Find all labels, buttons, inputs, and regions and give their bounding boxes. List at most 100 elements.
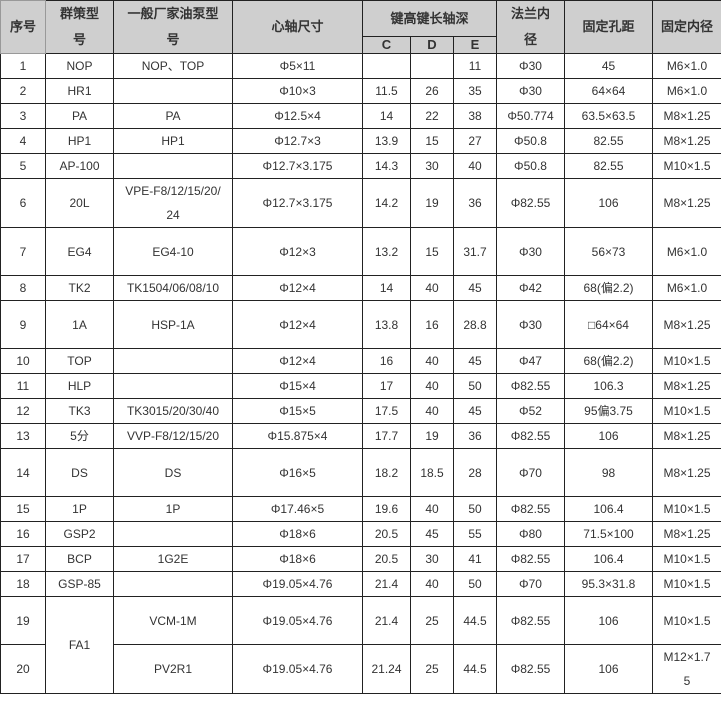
cell-flange: Φ82.55 bbox=[496, 496, 565, 522]
cell-c: 14 bbox=[362, 103, 411, 129]
table-row: 14 DS DS Φ16×5 18.2 18.5 28 Φ70 98 M8×1.25 bbox=[0, 448, 721, 497]
cell-e: 50 bbox=[453, 373, 497, 399]
cell-no: 6 bbox=[0, 178, 46, 228]
cell-d: 16 bbox=[410, 300, 454, 349]
cell-model: PA bbox=[45, 103, 114, 129]
cell-no: 10 bbox=[0, 348, 46, 374]
cell-flange: Φ50.774 bbox=[496, 103, 565, 129]
cell-c: 20.5 bbox=[362, 521, 411, 547]
cell-flange: Φ82.55 bbox=[496, 596, 565, 645]
cell-no: 16 bbox=[0, 521, 46, 547]
cell-shaft: Φ12×4 bbox=[232, 300, 363, 349]
cell-d bbox=[410, 53, 454, 79]
cell-thread: M10×1.5 bbox=[652, 153, 721, 179]
cell-pitch: 106 bbox=[564, 596, 653, 645]
cell-thread: M10×1.5 bbox=[652, 596, 721, 645]
cell-pitch: 106 bbox=[564, 644, 653, 694]
cell-c: 21.24 bbox=[362, 644, 411, 694]
cell-e: 11 bbox=[453, 53, 497, 79]
cell-thread: M10×1.5 bbox=[652, 398, 721, 424]
cell-generic: PV2R1 bbox=[113, 644, 233, 694]
cell-generic: 1G2E bbox=[113, 546, 233, 572]
cell-c: 13.9 bbox=[362, 128, 411, 154]
cell-generic: 1P bbox=[113, 496, 233, 522]
cell-e: 38 bbox=[453, 103, 497, 129]
cell-no: 18 bbox=[0, 571, 46, 597]
cell-d: 15 bbox=[410, 128, 454, 154]
table-row: 10 TOP Φ12×4 16 40 45 Φ47 68(偏2.2) M10×1.5 bbox=[0, 348, 721, 374]
cell-shaft: Φ15.875×4 bbox=[232, 423, 363, 449]
cell-model: 20L bbox=[45, 178, 114, 228]
cell-generic: NOP、TOP bbox=[113, 53, 233, 79]
cell-no: 11 bbox=[0, 373, 46, 399]
cell-e: 41 bbox=[453, 546, 497, 572]
cell-c: 18.2 bbox=[362, 448, 411, 497]
cell-shaft: Φ5×11 bbox=[232, 53, 363, 79]
cell-no: 4 bbox=[0, 128, 46, 154]
cell-pitch: 106 bbox=[564, 178, 653, 228]
cell-pitch: 106.3 bbox=[564, 373, 653, 399]
cell-pitch: 63.5×63.5 bbox=[564, 103, 653, 129]
cell-d: 15 bbox=[410, 227, 454, 276]
cell-shaft: Φ12.5×4 bbox=[232, 103, 363, 129]
cell-pitch: 98 bbox=[564, 448, 653, 497]
cell-pitch: 68(偏2.2) bbox=[564, 348, 653, 374]
cell-thread: M8×1.25 bbox=[652, 448, 721, 497]
cell-no: 20 bbox=[0, 644, 46, 694]
cell-thread: M10×1.5 bbox=[652, 496, 721, 522]
cell-generic: PA bbox=[113, 103, 233, 129]
cell-flange: Φ52 bbox=[496, 398, 565, 424]
cell-shaft: Φ12.7×3 bbox=[232, 128, 363, 154]
cell-model: AP-100 bbox=[45, 153, 114, 179]
cell-thread: M10×1.5 bbox=[652, 571, 721, 597]
cell-d: 30 bbox=[410, 546, 454, 572]
cell-generic bbox=[113, 373, 233, 399]
cell-e: 45 bbox=[453, 398, 497, 424]
cell-d: 40 bbox=[410, 373, 454, 399]
cell-no: 12 bbox=[0, 398, 46, 424]
cell-c bbox=[362, 53, 411, 79]
table-body: 1 NOP NOP、TOP Φ5×11 11 Φ30 45 M6×1.0 2 HR1 Φ10×3 11… bbox=[0, 53, 721, 694]
cell-thread: M6×1.0 bbox=[652, 78, 721, 104]
cell-flange: Φ50.8 bbox=[496, 128, 565, 154]
cell-model: TOP bbox=[45, 348, 114, 374]
cell-d: 40 bbox=[410, 571, 454, 597]
cell-c: 17 bbox=[362, 373, 411, 399]
cell-pitch: □64×64 bbox=[564, 300, 653, 349]
cell-c: 16 bbox=[362, 348, 411, 374]
header-shaft-size: 心轴尺寸 bbox=[232, 0, 363, 54]
cell-pitch: 68(偏2.2) bbox=[564, 275, 653, 301]
cell-c: 17.5 bbox=[362, 398, 411, 424]
table-row: 12 TK3 TK3015/20/30/40 Φ15×5 17.5 40 45 Φ52 95偏3… bbox=[0, 398, 721, 424]
cell-shaft: Φ18×6 bbox=[232, 521, 363, 547]
cell-c: 20.5 bbox=[362, 546, 411, 572]
header-hole-pitch: 固定孔距 bbox=[564, 0, 653, 54]
cell-model: FA1 bbox=[45, 596, 114, 694]
cell-shaft: Φ16×5 bbox=[232, 448, 363, 497]
cell-generic: DS bbox=[113, 448, 233, 497]
table-row: 4 HP1 HP1 Φ12.7×3 13.9 15 27 Φ50.8 82.55 M8×1.25 bbox=[0, 128, 721, 154]
cell-no: 15 bbox=[0, 496, 46, 522]
cell-no: 8 bbox=[0, 275, 46, 301]
cell-d: 40 bbox=[410, 348, 454, 374]
cell-thread: M6×1.0 bbox=[652, 275, 721, 301]
cell-thread: M8×1.25 bbox=[652, 178, 721, 228]
cell-pitch: 106.4 bbox=[564, 546, 653, 572]
cell-model: NOP bbox=[45, 53, 114, 79]
cell-e: 44.5 bbox=[453, 596, 497, 645]
cell-e: 40 bbox=[453, 153, 497, 179]
cell-flange: Φ70 bbox=[496, 571, 565, 597]
cell-d: 22 bbox=[410, 103, 454, 129]
cell-flange: Φ30 bbox=[496, 53, 565, 79]
cell-d: 40 bbox=[410, 496, 454, 522]
header-key-group: 键高键长轴深 bbox=[362, 0, 497, 37]
cell-c: 14 bbox=[362, 275, 411, 301]
cell-model: TK3 bbox=[45, 398, 114, 424]
cell-generic: TK1504/06/08/10 bbox=[113, 275, 233, 301]
cell-thread: M8×1.25 bbox=[652, 128, 721, 154]
cell-pitch: 45 bbox=[564, 53, 653, 79]
cell-flange: Φ80 bbox=[496, 521, 565, 547]
table-row: 2 HR1 Φ10×3 11.5 26 35 Φ30 64×64 M6×1.0 bbox=[0, 78, 721, 104]
cell-model: HP1 bbox=[45, 128, 114, 154]
cell-e: 45 bbox=[453, 275, 497, 301]
